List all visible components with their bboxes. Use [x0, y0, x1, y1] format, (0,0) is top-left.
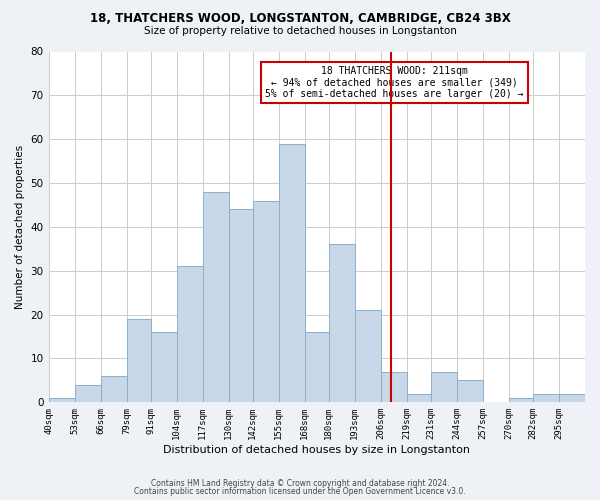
Bar [407, 394, 431, 402]
Bar [101, 376, 127, 402]
Bar [457, 380, 483, 402]
Bar [509, 398, 533, 402]
Bar [49, 398, 74, 402]
Bar [381, 372, 407, 402]
Bar [533, 394, 559, 402]
Bar [176, 266, 203, 402]
Bar [229, 210, 253, 402]
Bar [431, 372, 457, 402]
X-axis label: Distribution of detached houses by size in Longstanton: Distribution of detached houses by size … [163, 445, 470, 455]
Bar [127, 319, 151, 402]
Text: Contains HM Land Registry data © Crown copyright and database right 2024.: Contains HM Land Registry data © Crown c… [151, 478, 449, 488]
Bar [74, 385, 101, 402]
Bar [329, 244, 355, 402]
Bar [203, 192, 229, 402]
Bar [559, 394, 585, 402]
Bar [151, 332, 176, 402]
Y-axis label: Number of detached properties: Number of detached properties [15, 145, 25, 309]
Text: 18 THATCHERS WOOD: 211sqm
← 94% of detached houses are smaller (349)
5% of semi-: 18 THATCHERS WOOD: 211sqm ← 94% of detac… [265, 66, 524, 98]
Bar [355, 310, 381, 402]
Text: Contains public sector information licensed under the Open Government Licence v3: Contains public sector information licen… [134, 487, 466, 496]
Bar [279, 144, 305, 402]
Bar [305, 332, 329, 402]
Text: 18, THATCHERS WOOD, LONGSTANTON, CAMBRIDGE, CB24 3BX: 18, THATCHERS WOOD, LONGSTANTON, CAMBRID… [89, 12, 511, 26]
Bar [253, 200, 279, 402]
Text: Size of property relative to detached houses in Longstanton: Size of property relative to detached ho… [143, 26, 457, 36]
